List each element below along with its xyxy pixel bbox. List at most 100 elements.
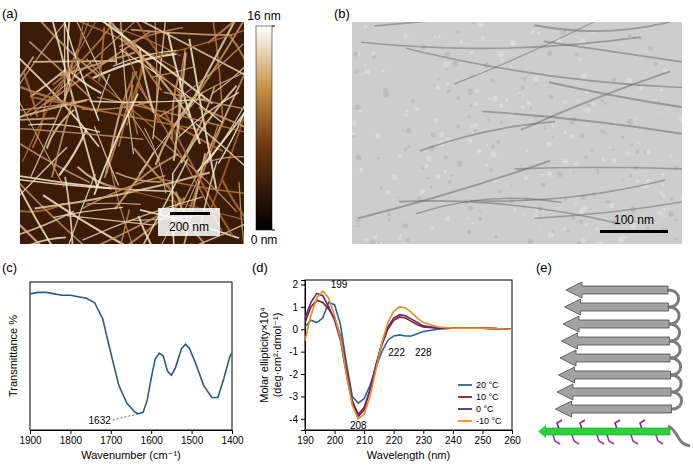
grain (491, 78, 495, 82)
fiber (90, 99, 205, 102)
grain (443, 170, 446, 173)
tick: -4 (289, 414, 305, 425)
tick-mark (482, 430, 483, 434)
grain (467, 230, 472, 235)
grain (406, 128, 411, 133)
grain (499, 104, 503, 108)
axis-line (301, 281, 306, 431)
x-axis-title: Wavelength (nm) (367, 449, 450, 461)
tick-mark (394, 430, 395, 434)
tick: -1 (289, 346, 305, 357)
tick-mark (70, 430, 71, 434)
loop (668, 290, 679, 307)
grain (359, 109, 362, 112)
y-axis-title: (deg·cm²·dmol⁻¹) (271, 313, 283, 398)
fiber (59, 52, 135, 75)
grain (549, 95, 554, 100)
fiber (482, 111, 682, 146)
grain (403, 33, 408, 38)
grain (477, 149, 482, 154)
grain (584, 155, 588, 159)
fiber (210, 157, 244, 161)
plot-frame (305, 280, 512, 430)
grain (600, 129, 605, 134)
tick-label: -4 (289, 414, 298, 425)
grain (468, 115, 471, 118)
grain (541, 183, 546, 188)
tick: 250 (475, 430, 492, 446)
tick-mark (301, 419, 305, 420)
fiber (20, 68, 93, 110)
tick-label: 1600 (141, 435, 164, 446)
grain (528, 239, 533, 244)
grain (611, 78, 616, 83)
grain (445, 51, 451, 57)
fiber (361, 37, 640, 48)
tick-label: 2 (292, 279, 298, 290)
grain (398, 236, 401, 239)
grain (499, 52, 502, 55)
grain (470, 51, 474, 55)
grain (581, 73, 586, 78)
grain (637, 142, 639, 144)
grain (533, 76, 539, 82)
grain (443, 62, 449, 68)
tick-mark (301, 284, 305, 285)
grain (364, 25, 367, 28)
beta-strand (560, 350, 670, 366)
grain (471, 125, 474, 128)
fiber (86, 203, 140, 204)
tick: 1800 (60, 430, 83, 446)
fiber (158, 202, 244, 244)
grain (405, 114, 408, 117)
grain (510, 40, 516, 46)
grain (552, 136, 554, 138)
fiber (96, 74, 109, 114)
grain (513, 208, 516, 211)
green-arrowhead (538, 425, 546, 438)
grain (544, 126, 547, 129)
fiber (544, 41, 682, 82)
grain (621, 135, 625, 139)
grain (539, 228, 541, 230)
grain (431, 132, 436, 137)
grain (352, 120, 357, 126)
tick-label: 210 (356, 435, 373, 446)
grain (597, 172, 600, 175)
colorbar-tick (272, 26, 275, 27)
grain (661, 173, 665, 177)
grain (498, 51, 504, 57)
legend-label: 20 °C (476, 380, 499, 390)
grain (602, 157, 605, 160)
legend: 20 °C10 °C0 °C-10 °C (458, 380, 502, 426)
grain (549, 73, 551, 75)
tick-mark (192, 430, 193, 434)
grain (604, 102, 607, 105)
beta-strand (565, 299, 669, 315)
grain (363, 64, 366, 67)
grain (474, 123, 479, 128)
grain (580, 133, 585, 138)
fiber (406, 48, 682, 88)
tick-label: 1900 (19, 435, 42, 446)
annotation: 199 (331, 279, 348, 290)
grain (633, 95, 635, 97)
grain (459, 40, 463, 44)
grain (663, 207, 667, 211)
grain (654, 62, 658, 66)
tick-label: -3 (289, 391, 298, 402)
tick: 190 (297, 430, 314, 446)
tick: 2 (292, 279, 305, 290)
panel-label: (d) (252, 260, 268, 275)
tick-label: 240 (445, 435, 462, 446)
grain (648, 46, 653, 51)
fiber (20, 147, 67, 239)
grain (640, 87, 643, 90)
plot-area (30, 292, 232, 413)
grain (433, 84, 435, 86)
tick: 1500 (181, 430, 204, 446)
grain (582, 206, 587, 211)
fiber (534, 187, 682, 218)
grain (467, 89, 473, 95)
fiber (20, 52, 64, 187)
